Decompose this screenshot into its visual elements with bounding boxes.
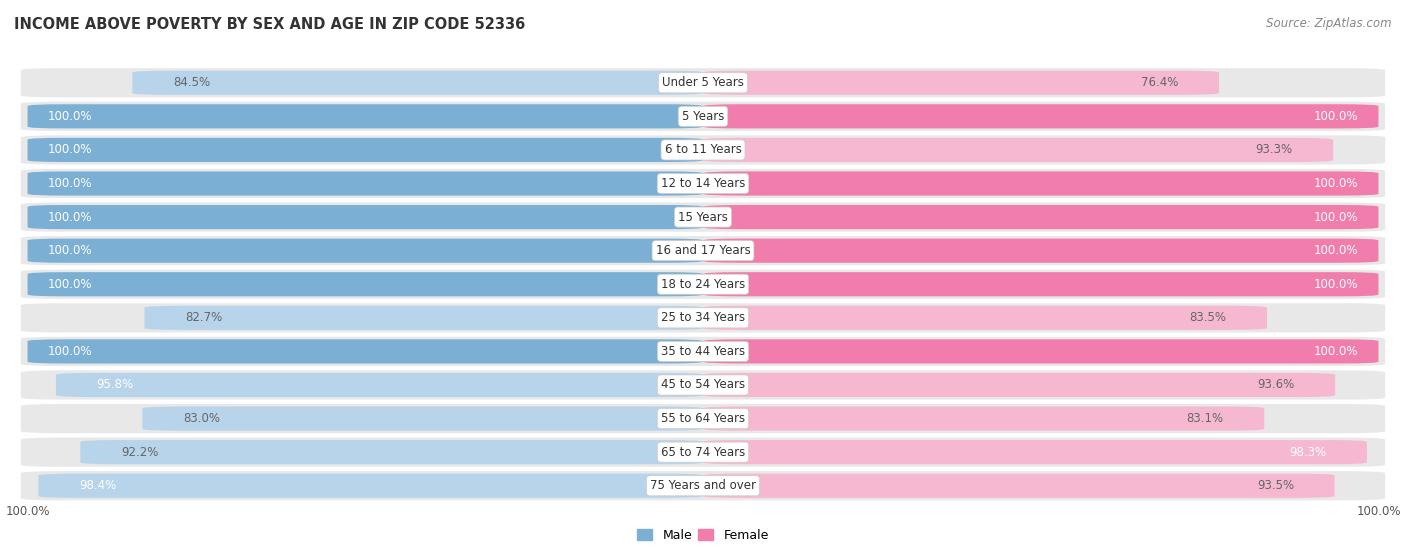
FancyBboxPatch shape (28, 105, 703, 129)
Text: 12 to 14 Years: 12 to 14 Years (661, 177, 745, 190)
FancyBboxPatch shape (21, 471, 1385, 500)
FancyBboxPatch shape (703, 105, 1378, 129)
Text: 100.0%: 100.0% (48, 110, 93, 123)
Text: 100.0%: 100.0% (1313, 345, 1358, 358)
FancyBboxPatch shape (28, 272, 703, 296)
Text: Under 5 Years: Under 5 Years (662, 76, 744, 89)
FancyBboxPatch shape (703, 406, 1264, 430)
Text: 100.0%: 100.0% (48, 211, 93, 224)
FancyBboxPatch shape (703, 205, 1378, 229)
Text: 100.0%: 100.0% (48, 144, 93, 157)
Text: INCOME ABOVE POVERTY BY SEX AND AGE IN ZIP CODE 52336: INCOME ABOVE POVERTY BY SEX AND AGE IN Z… (14, 17, 526, 32)
FancyBboxPatch shape (703, 172, 1378, 196)
Text: 100.0%: 100.0% (1313, 177, 1358, 190)
FancyBboxPatch shape (703, 272, 1378, 296)
Text: 25 to 34 Years: 25 to 34 Years (661, 311, 745, 324)
Text: 100.0%: 100.0% (1357, 505, 1400, 518)
Text: 84.5%: 84.5% (173, 76, 209, 89)
Text: 5 Years: 5 Years (682, 110, 724, 123)
Text: 15 Years: 15 Years (678, 211, 728, 224)
FancyBboxPatch shape (80, 440, 703, 464)
FancyBboxPatch shape (56, 373, 703, 397)
FancyBboxPatch shape (28, 172, 703, 196)
FancyBboxPatch shape (21, 371, 1385, 400)
FancyBboxPatch shape (132, 70, 703, 95)
FancyBboxPatch shape (703, 306, 1267, 330)
Text: 95.8%: 95.8% (97, 378, 134, 391)
Text: 98.3%: 98.3% (1289, 446, 1326, 458)
Text: 93.6%: 93.6% (1257, 378, 1295, 391)
Text: 6 to 11 Years: 6 to 11 Years (665, 144, 741, 157)
FancyBboxPatch shape (145, 306, 703, 330)
Text: 83.0%: 83.0% (183, 412, 219, 425)
FancyBboxPatch shape (21, 337, 1385, 366)
Text: 83.1%: 83.1% (1187, 412, 1223, 425)
FancyBboxPatch shape (21, 68, 1385, 97)
Text: 75 Years and over: 75 Years and over (650, 479, 756, 492)
FancyBboxPatch shape (38, 473, 703, 498)
FancyBboxPatch shape (28, 205, 703, 229)
Text: 100.0%: 100.0% (1313, 244, 1358, 257)
Text: 18 to 24 Years: 18 to 24 Years (661, 278, 745, 291)
FancyBboxPatch shape (28, 239, 703, 263)
FancyBboxPatch shape (703, 138, 1333, 162)
FancyBboxPatch shape (28, 339, 703, 363)
FancyBboxPatch shape (703, 473, 1334, 498)
FancyBboxPatch shape (21, 404, 1385, 433)
Text: 100.0%: 100.0% (48, 244, 93, 257)
Text: 100.0%: 100.0% (48, 177, 93, 190)
Text: Source: ZipAtlas.com: Source: ZipAtlas.com (1267, 17, 1392, 30)
FancyBboxPatch shape (703, 239, 1378, 263)
Text: 76.4%: 76.4% (1142, 76, 1178, 89)
Text: 98.4%: 98.4% (79, 479, 117, 492)
FancyBboxPatch shape (21, 438, 1385, 467)
Text: 100.0%: 100.0% (1313, 110, 1358, 123)
Text: 45 to 54 Years: 45 to 54 Years (661, 378, 745, 391)
FancyBboxPatch shape (21, 135, 1385, 164)
FancyBboxPatch shape (21, 236, 1385, 266)
FancyBboxPatch shape (21, 303, 1385, 333)
Text: 100.0%: 100.0% (1313, 278, 1358, 291)
FancyBboxPatch shape (703, 440, 1367, 464)
Text: 93.5%: 93.5% (1257, 479, 1294, 492)
Text: 83.5%: 83.5% (1189, 311, 1226, 324)
Text: 16 and 17 Years: 16 and 17 Years (655, 244, 751, 257)
Text: 100.0%: 100.0% (48, 345, 93, 358)
FancyBboxPatch shape (21, 202, 1385, 231)
Text: 100.0%: 100.0% (6, 505, 49, 518)
Text: 92.2%: 92.2% (121, 446, 157, 458)
Text: 100.0%: 100.0% (1313, 211, 1358, 224)
FancyBboxPatch shape (142, 406, 703, 430)
FancyBboxPatch shape (21, 269, 1385, 299)
Text: 100.0%: 100.0% (48, 278, 93, 291)
Legend: Male, Female: Male, Female (633, 524, 773, 547)
Text: 82.7%: 82.7% (186, 311, 222, 324)
FancyBboxPatch shape (703, 70, 1219, 95)
Text: 93.3%: 93.3% (1256, 144, 1292, 157)
Text: 65 to 74 Years: 65 to 74 Years (661, 446, 745, 458)
Text: 35 to 44 Years: 35 to 44 Years (661, 345, 745, 358)
FancyBboxPatch shape (21, 169, 1385, 198)
FancyBboxPatch shape (703, 373, 1336, 397)
Text: 55 to 64 Years: 55 to 64 Years (661, 412, 745, 425)
FancyBboxPatch shape (21, 102, 1385, 131)
FancyBboxPatch shape (28, 138, 703, 162)
FancyBboxPatch shape (703, 339, 1378, 363)
